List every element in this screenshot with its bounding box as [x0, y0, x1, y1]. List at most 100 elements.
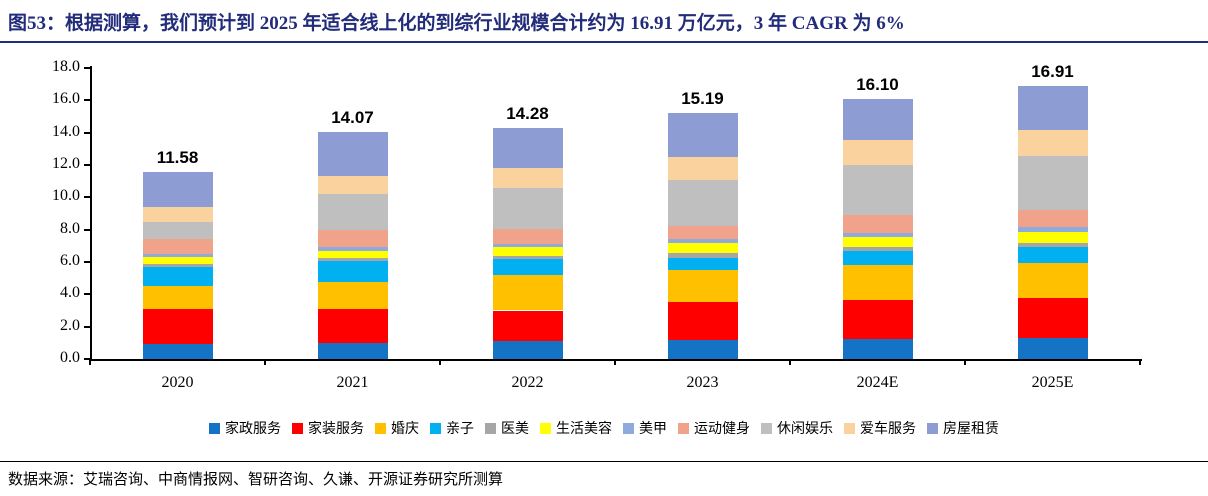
y-tick-label: 8.0: [60, 219, 80, 237]
legend-label: 家装服务: [308, 422, 364, 437]
legend-label: 运动健身: [694, 422, 750, 437]
bar-segment-婚庆: [317, 282, 388, 309]
bar-total-label: 14.28: [506, 104, 549, 124]
bar-segment-亲子: [142, 266, 213, 287]
bar-segment-运动健身: [492, 228, 563, 245]
legend-item-生活美容: 生活美容: [540, 418, 612, 438]
legend-label: 医美: [501, 422, 529, 437]
legend-swatch: [540, 422, 551, 434]
legend-label: 家政服务: [225, 422, 281, 437]
legend-swatch: [209, 422, 220, 434]
bar-segment-婚庆: [1017, 262, 1088, 299]
bar-segment-家装服务: [317, 308, 388, 343]
legend-item-家政服务: 家政服务: [209, 418, 281, 438]
legend-item-运动健身: 运动健身: [678, 418, 750, 438]
legend-label: 房屋租赁: [943, 422, 999, 437]
bar-segment-房屋租赁: [667, 113, 738, 157]
title-rule: [0, 41, 1208, 43]
y-tick-mark: [84, 196, 91, 199]
x-category-label: 2020: [161, 374, 194, 391]
bar-segment-家政服务: [1017, 337, 1088, 359]
bar-segment-亲子: [667, 257, 738, 271]
bar-segment-爱车服务: [842, 139, 913, 165]
bar-segment-医美: [667, 253, 738, 258]
bar-segment-美甲: [142, 253, 213, 258]
bar-segment-家装服务: [1017, 298, 1088, 338]
bar-segment-亲子: [492, 258, 563, 275]
bar-segment-家政服务: [842, 338, 913, 359]
bar-segment-生活美容: [142, 257, 213, 264]
bar-segment-家装服务: [492, 310, 563, 342]
bar-segment-爱车服务: [1017, 130, 1088, 157]
bar-segment-家政服务: [142, 344, 213, 359]
x-tick-mark: [89, 359, 91, 365]
legend-swatch: [927, 422, 938, 434]
y-tick-label: 6.0: [60, 252, 80, 269]
bar-segment-房屋租赁: [317, 131, 388, 177]
bar-segment-房屋租赁: [1017, 85, 1088, 131]
bar-segment-生活美容: [492, 247, 563, 256]
bar-segment-房屋租赁: [842, 98, 913, 140]
figure-title: 图53：根据测算，我们预计到 2025 年适合线上化的到综行业规模合计约为 16…: [8, 13, 905, 34]
legend-swatch: [844, 422, 855, 434]
bottom-separator: [0, 461, 1208, 462]
bar-segment-医美: [1017, 242, 1088, 248]
legend-label: 婚庆: [391, 422, 419, 437]
y-tick-label: 4.0: [60, 284, 80, 302]
bar-total-label: 11.58: [156, 147, 199, 167]
bar-segment-运动健身: [1017, 210, 1088, 228]
bar-segment-美甲: [667, 239, 738, 244]
y-tick-mark: [84, 293, 91, 296]
legend-item-医美: 医美: [485, 418, 529, 438]
x-category-label: 2022: [511, 374, 544, 391]
y-tick-mark: [84, 164, 91, 166]
y-tick-label: 14.0: [52, 122, 80, 140]
legend-item-房屋租赁: 房屋租赁: [927, 418, 999, 438]
bar-segment-婚庆: [842, 265, 913, 300]
y-tick-label: 0.0: [60, 349, 80, 366]
legend-item-爱车服务: 爱车服务: [844, 418, 916, 438]
bar-segment-医美: [842, 246, 913, 251]
x-category-label: 2025E: [1031, 374, 1074, 391]
x-tick-mark: [614, 359, 616, 365]
bar-segment-医美: [317, 257, 388, 262]
bar-segment-家政服务: [667, 340, 738, 359]
bar-segment-休闲娱乐: [142, 221, 213, 240]
bar-segment-房屋租赁: [492, 128, 563, 169]
legend-swatch: [761, 422, 772, 434]
y-tick-mark: [84, 131, 91, 134]
bar-segment-生活美容: [317, 250, 388, 258]
bar-segment-医美: [492, 255, 563, 259]
bar-segment-美甲: [492, 244, 563, 248]
bar-segment-婚庆: [667, 270, 738, 303]
y-tick-label: 18.0: [52, 58, 80, 75]
legend-label: 生活美容: [556, 422, 612, 437]
bar-segment-亲子: [1017, 247, 1088, 263]
bar-segment-美甲: [317, 247, 388, 251]
y-tick-label: 12.0: [52, 155, 80, 172]
y-tick-mark: [84, 358, 91, 360]
x-tick-mark: [964, 359, 966, 365]
legend-label: 美甲: [639, 422, 667, 437]
legend-swatch: [623, 422, 634, 434]
bar-segment-生活美容: [842, 236, 913, 247]
bar-segment-爱车服务: [667, 156, 738, 181]
y-tick-label: 2.0: [60, 316, 80, 334]
bar-segment-婚庆: [492, 274, 563, 311]
bar-segment-家装服务: [142, 308, 213, 345]
bar-segment-医美: [142, 263, 213, 267]
bar-segment-运动健身: [142, 239, 213, 254]
x-category-label: 2023: [686, 374, 719, 391]
legend-item-休闲娱乐: 休闲娱乐: [761, 418, 833, 438]
bar-segment-亲子: [842, 250, 913, 266]
y-tick-mark: [84, 99, 91, 102]
bar-total-label: 16.91: [1031, 61, 1074, 81]
legend: 家政服务 家装服务 婚庆 亲子 医美 生活美容 美甲 运动健身 休闲娱乐 爱车服务 房屋租赁: [0, 418, 1208, 438]
bar-segment-爱车服务: [492, 168, 563, 189]
legend-label: 亲子: [446, 422, 474, 437]
bar-segment-家政服务: [317, 342, 388, 359]
y-tick-mark: [84, 325, 91, 328]
bar-segment-运动健身: [317, 229, 388, 248]
legend-label: 爱车服务: [860, 422, 916, 437]
source-line: 数据来源：艾瑞咨询、中商情报网、智研咨询、久谦、开源证券研究所测算: [8, 472, 504, 488]
